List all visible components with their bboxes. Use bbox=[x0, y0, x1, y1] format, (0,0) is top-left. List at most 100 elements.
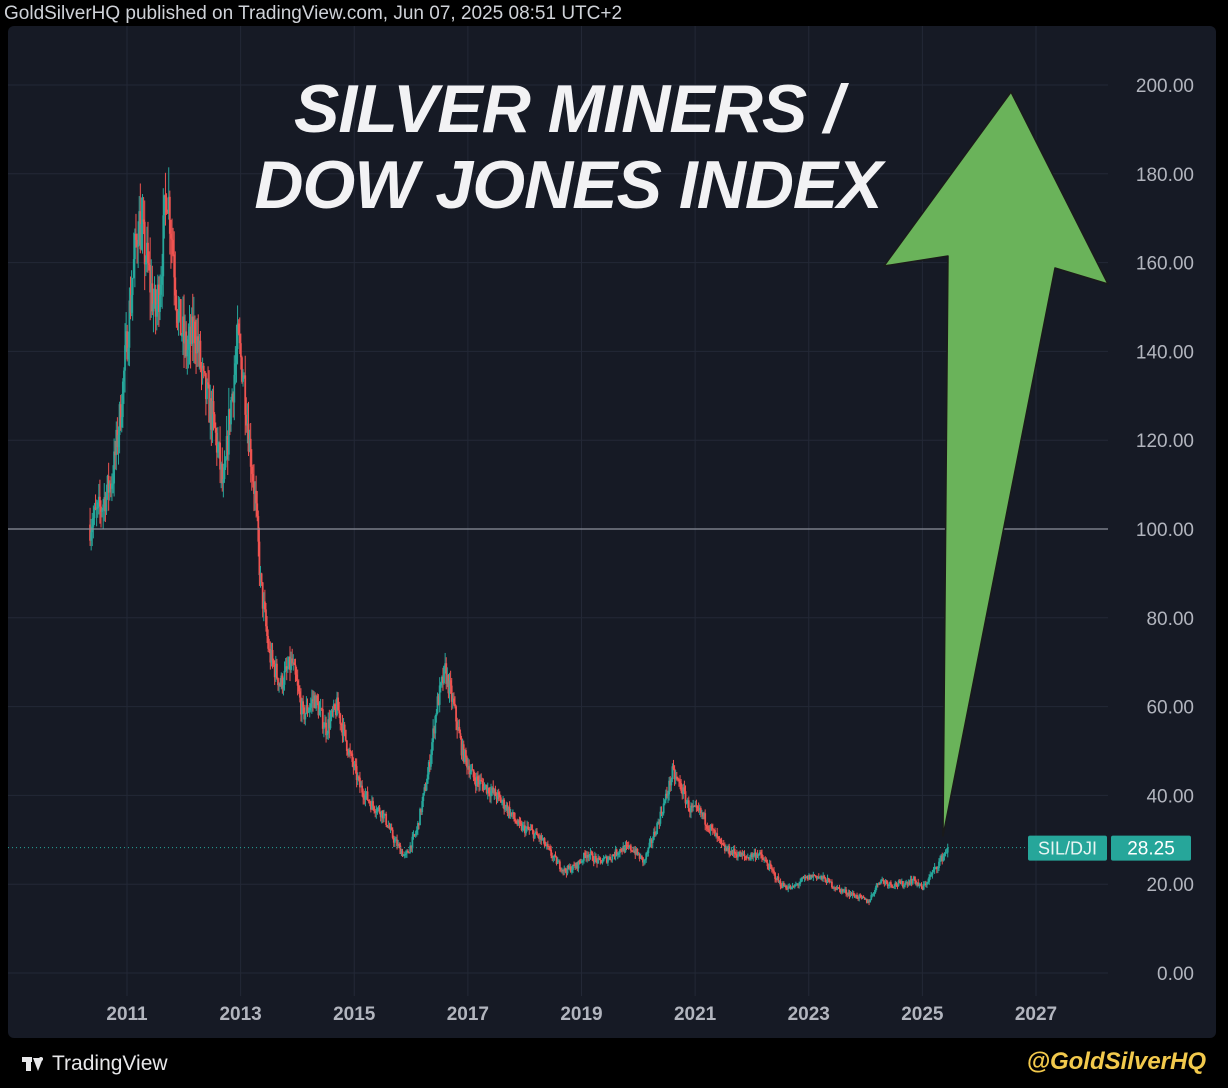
candle-body bbox=[153, 289, 156, 304]
candle-body bbox=[939, 859, 941, 862]
candle-body bbox=[316, 695, 319, 703]
candle-body bbox=[242, 377, 244, 382]
candle-body bbox=[446, 675, 449, 684]
candle-body bbox=[467, 766, 469, 768]
candle-body bbox=[471, 769, 474, 771]
candle-body bbox=[522, 825, 525, 827]
candle-body bbox=[585, 855, 587, 858]
candle-body bbox=[433, 728, 436, 734]
candle-body bbox=[191, 316, 194, 343]
candle-body bbox=[672, 766, 675, 769]
tradingview-logo[interactable]: TradingView bbox=[22, 1052, 168, 1076]
candle-body bbox=[817, 876, 820, 878]
candle-body bbox=[431, 742, 433, 755]
candle-body bbox=[164, 195, 167, 198]
candle-body bbox=[239, 343, 242, 358]
candle-body bbox=[278, 683, 280, 686]
candle-body bbox=[297, 685, 300, 692]
last-price-label: 28.25 bbox=[1127, 839, 1175, 860]
candle-body bbox=[409, 845, 412, 853]
candle-body bbox=[757, 854, 760, 856]
candle-body bbox=[631, 850, 633, 852]
candle-body bbox=[902, 881, 904, 887]
candle-body bbox=[811, 874, 814, 878]
candle-body bbox=[871, 894, 874, 896]
candle-body bbox=[324, 722, 326, 728]
candle-body bbox=[530, 829, 533, 831]
x-tick-label: 2011 bbox=[106, 1004, 148, 1025]
candle-body bbox=[315, 695, 318, 709]
price-badge[interactable] bbox=[1111, 835, 1191, 861]
candle-body bbox=[144, 262, 147, 265]
candle-body bbox=[267, 636, 270, 649]
candle-body bbox=[513, 812, 515, 819]
candle-body bbox=[295, 674, 298, 681]
candle-body bbox=[625, 845, 628, 847]
candle-body bbox=[149, 264, 152, 293]
candle-body bbox=[564, 868, 567, 872]
candle-body bbox=[390, 827, 393, 830]
candle-body bbox=[938, 861, 940, 869]
candle-body bbox=[612, 854, 615, 856]
candle-body bbox=[254, 490, 256, 494]
candle-body bbox=[848, 892, 851, 897]
candle-body bbox=[432, 728, 435, 743]
candle-body bbox=[411, 836, 414, 849]
candle-body bbox=[586, 855, 589, 858]
candle-body bbox=[108, 483, 111, 493]
candle-body bbox=[727, 846, 730, 851]
candle-body bbox=[353, 764, 356, 768]
candle-body bbox=[528, 829, 531, 831]
candle-body bbox=[190, 316, 193, 344]
candle-body bbox=[480, 779, 483, 781]
candle-body bbox=[697, 808, 700, 811]
candle-body bbox=[437, 696, 440, 705]
candle-body bbox=[462, 744, 465, 762]
candle-body bbox=[425, 783, 428, 791]
candle-body bbox=[384, 813, 386, 815]
candle-body bbox=[115, 429, 118, 456]
candle-body bbox=[650, 839, 653, 843]
candle-body bbox=[856, 894, 858, 899]
candle-body bbox=[289, 656, 291, 670]
candle-body bbox=[415, 829, 418, 834]
candle-body bbox=[710, 824, 713, 828]
candle-body bbox=[803, 877, 806, 879]
candle-body bbox=[832, 887, 834, 889]
candle-body bbox=[538, 836, 541, 840]
candle-body bbox=[885, 881, 888, 883]
candle-body bbox=[879, 882, 881, 884]
chart-title-line: SILVER MINERS / bbox=[294, 71, 849, 147]
candle-body bbox=[797, 884, 799, 886]
chart-svg[interactable]: 0.00 20.00 40.00 60.00 80.00 100.00 120.00 140.… bbox=[8, 26, 1216, 1038]
candle-body bbox=[923, 883, 926, 885]
candle-body bbox=[876, 883, 879, 885]
candle-body bbox=[515, 820, 518, 824]
candle-body bbox=[887, 884, 890, 886]
candle-body bbox=[461, 744, 464, 756]
candle-body bbox=[224, 459, 227, 468]
candle-body bbox=[440, 676, 443, 683]
candle-body bbox=[526, 826, 528, 829]
symbol-badge[interactable] bbox=[1028, 835, 1107, 861]
candle-body bbox=[378, 807, 381, 814]
candle-body bbox=[664, 793, 667, 801]
candle-body bbox=[307, 710, 310, 713]
candle-body bbox=[640, 855, 643, 858]
chart-panel[interactable]: 0.00 20.00 40.00 60.00 80.00 100.00 120.00 140.… bbox=[8, 26, 1216, 1038]
candle-body bbox=[416, 822, 419, 830]
candle-body bbox=[430, 754, 432, 767]
candle-body bbox=[452, 698, 455, 704]
candle-body bbox=[333, 704, 336, 709]
candle-body bbox=[741, 852, 744, 856]
candle-body bbox=[791, 885, 794, 887]
candle-body bbox=[893, 886, 896, 888]
candle-body bbox=[386, 825, 389, 828]
candle-body bbox=[342, 724, 345, 736]
candle-body bbox=[574, 865, 577, 868]
candle-body bbox=[413, 834, 416, 836]
candle-body bbox=[940, 855, 943, 860]
candle-body bbox=[684, 791, 687, 804]
candle-body bbox=[928, 876, 931, 882]
candle-body bbox=[474, 780, 477, 787]
